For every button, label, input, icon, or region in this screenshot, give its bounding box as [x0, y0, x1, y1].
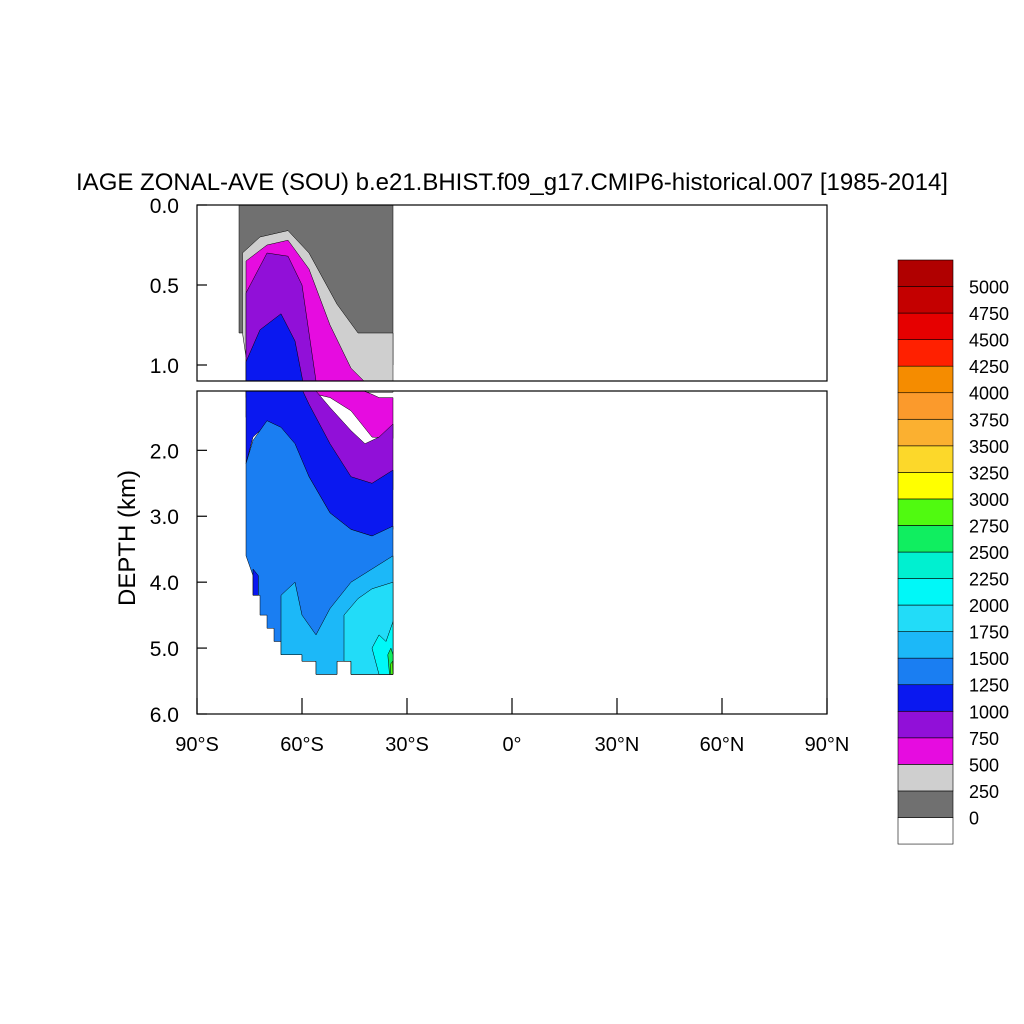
colorbar-label: 4250	[969, 357, 1009, 377]
contour-region-7	[344, 845, 393, 1024]
colorbar-swatch	[897, 604, 954, 632]
y-tick-label: 0.0	[150, 195, 179, 218]
colorbar-swatch	[897, 817, 954, 845]
contour-region-11	[252, 568, 259, 596]
x-tick-label: 30°N	[595, 734, 640, 756]
contour-region-11	[253, 813, 258, 877]
colorbar-label: 5000	[969, 278, 1009, 298]
x-tick-label: 90°S	[175, 734, 219, 756]
colorbar-swatch	[897, 365, 954, 394]
colorbar-label: 2750	[969, 517, 1009, 537]
colorbar-swatch	[897, 392, 954, 420]
contour-region-9	[388, 1005, 393, 1024]
y-tick-label: 0.5	[150, 275, 179, 298]
x-tick-label: 60°S	[280, 734, 324, 756]
colorbar-swatch	[897, 710, 954, 739]
colorbar-label: 3750	[969, 410, 1009, 430]
y-tick-label: 3.0	[150, 506, 179, 529]
colorbar-label: 1750	[969, 623, 1009, 643]
upper-panel: 0.0 0.5 1.0	[150, 195, 828, 1024]
colorbar-label: 4750	[969, 304, 1009, 324]
colorbar-label: 3500	[969, 437, 1009, 457]
upper-panel-frame	[196, 204, 828, 382]
colorbar-swatch	[897, 418, 954, 447]
colorbar-label: 750	[969, 729, 999, 749]
y-tick-label: 5.0	[150, 638, 179, 661]
colorbar-label: 2250	[969, 570, 1009, 590]
colorbar-swatch	[897, 286, 954, 314]
colorbar-label: 1500	[969, 649, 1009, 669]
colorbar-swatch	[897, 551, 954, 579]
colorbar-label: 500	[969, 755, 999, 775]
colorbar-swatch	[897, 312, 954, 340]
colorbar-label: 0	[969, 809, 979, 829]
contour-region-10	[389, 660, 394, 675]
colorbar-label: 4500	[969, 331, 1009, 351]
colorbar-legend: 0 250 500 750 1000 1250 1500 1750 2000 2250 2500 27…	[897, 259, 1009, 845]
colorbar-swatch	[897, 498, 954, 526]
x-axis: 90°S 60°S 30°S 0° 30°N 60°N 90°N	[175, 698, 849, 756]
colorbar-swatch	[897, 525, 954, 553]
colorbar-label: 1250	[969, 676, 1009, 696]
y-tick-label: 1.0	[150, 355, 179, 378]
colorbar-label: 250	[969, 782, 999, 802]
contour-region-4	[245, 313, 304, 381]
colorbar-swatch	[897, 578, 954, 606]
colorbar-swatch	[897, 339, 954, 367]
contour-region-2	[245, 391, 394, 439]
contour-region-8	[372, 941, 393, 1024]
x-tick-label: 60°N	[700, 734, 745, 756]
colorbar-swatch	[897, 657, 954, 686]
colorbar-swatch	[897, 259, 954, 287]
colorbar-swatch	[897, 631, 954, 659]
x-tick-label: 0°	[502, 734, 521, 756]
colorbar-label: 3000	[969, 490, 1009, 510]
colorbar-label: 3250	[969, 463, 1009, 483]
colorbar-label: 2500	[969, 543, 1009, 563]
colorbar-swatch	[897, 684, 954, 712]
colorbar-swatch	[897, 737, 954, 765]
colorbar-label: 4000	[969, 384, 1009, 404]
colorbar-swatch	[897, 790, 954, 818]
y-tick-label: 4.0	[150, 572, 179, 595]
lower-panel: 2.0 3.0 4.0 5.0 6.0	[150, 390, 828, 727]
colorbar-swatch	[897, 472, 954, 500]
x-tick-label: 90°N	[805, 734, 850, 756]
y-tick-label: 2.0	[150, 440, 179, 463]
colorbar-swatch	[897, 445, 954, 473]
colorbar-swatch	[897, 764, 954, 792]
colorbar-label: 1000	[969, 702, 1009, 722]
y-tick-label: 6.0	[150, 704, 179, 727]
colorbar-label: 2000	[969, 596, 1009, 616]
contour-region-6	[281, 781, 393, 1024]
chart-title: IAGE ZONAL-AVE (SOU) b.e21.BHIST.f09_g17…	[76, 169, 948, 196]
y-axis-label: DEPTH (km)	[114, 470, 141, 606]
x-tick-label: 30°S	[385, 734, 429, 756]
